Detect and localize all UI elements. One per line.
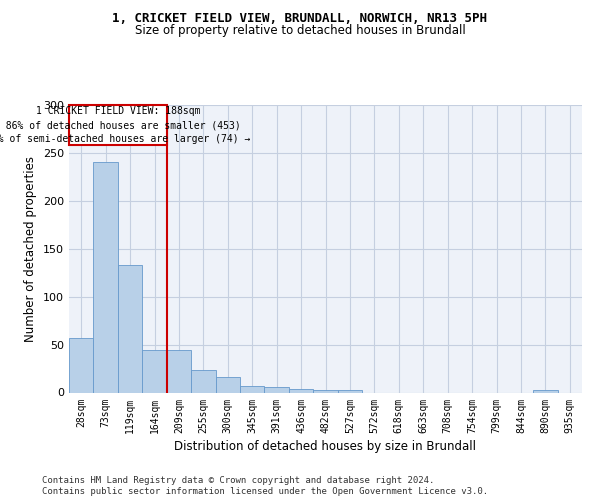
Bar	[533, 390, 557, 392]
Bar	[191, 370, 215, 392]
Text: 1 CRICKET FIELD VIEW: 188sqm
← 86% of detached houses are smaller (453)
14% of s: 1 CRICKET FIELD VIEW: 188sqm ← 86% of de…	[0, 106, 250, 144]
Bar	[313, 390, 338, 392]
Bar	[265, 387, 289, 392]
Bar	[215, 377, 240, 392]
Text: 1, CRICKET FIELD VIEW, BRUNDALL, NORWICH, NR13 5PH: 1, CRICKET FIELD VIEW, BRUNDALL, NORWICH…	[113, 12, 487, 26]
Bar	[289, 388, 313, 392]
X-axis label: Distribution of detached houses by size in Brundall: Distribution of detached houses by size …	[175, 440, 476, 452]
Bar	[69, 105, 167, 145]
Bar	[118, 265, 142, 392]
Bar	[94, 162, 118, 392]
Y-axis label: Number of detached properties: Number of detached properties	[25, 156, 37, 342]
Bar	[240, 386, 265, 392]
Bar	[338, 390, 362, 392]
Text: Contains HM Land Registry data © Crown copyright and database right 2024.: Contains HM Land Registry data © Crown c…	[42, 476, 434, 485]
Text: Contains public sector information licensed under the Open Government Licence v3: Contains public sector information licen…	[42, 487, 488, 496]
Bar	[69, 338, 94, 392]
Bar	[142, 350, 167, 393]
Text: Size of property relative to detached houses in Brundall: Size of property relative to detached ho…	[134, 24, 466, 37]
Bar	[167, 350, 191, 393]
